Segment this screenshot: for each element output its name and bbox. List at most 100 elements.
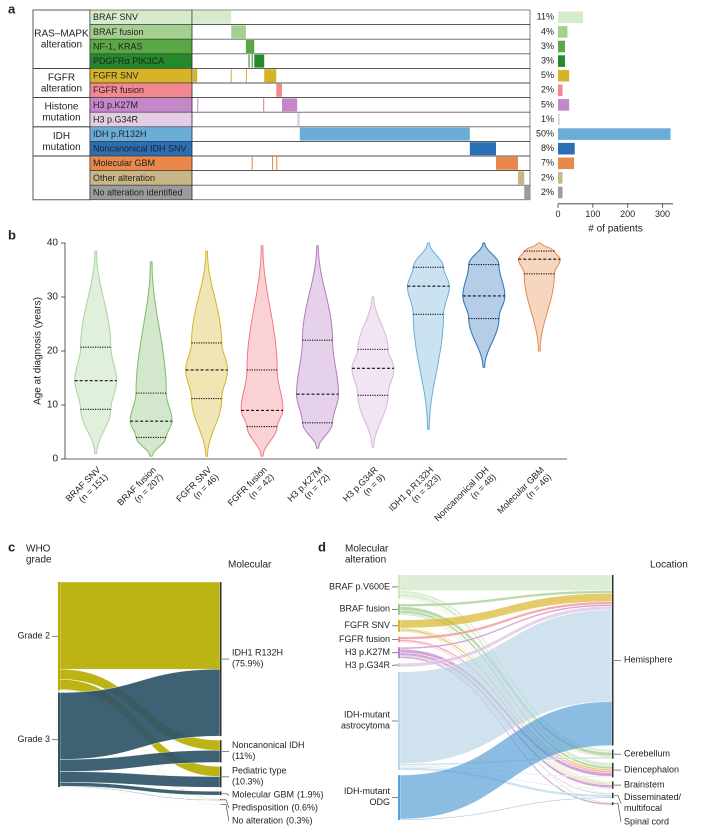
row-cell bbox=[191, 184, 531, 201]
alteration-segment bbox=[245, 40, 255, 53]
y-tick-label: 40 bbox=[47, 238, 59, 249]
y-tick-label: 30 bbox=[47, 292, 59, 303]
left-node-label: Grade 3 bbox=[17, 734, 50, 744]
left-node-label: Grade 2 bbox=[17, 631, 50, 641]
left-node-label: IDH-mutant ODG bbox=[344, 786, 391, 807]
right-node-label: Disseminated/multifocal bbox=[624, 792, 682, 813]
right-node bbox=[612, 781, 614, 789]
left-title-line: WHO bbox=[26, 543, 51, 554]
alteration-segment bbox=[264, 69, 277, 83]
alteration-segment bbox=[245, 69, 247, 83]
patient-bar bbox=[558, 113, 560, 126]
group-label-line: alteration bbox=[41, 83, 82, 94]
flow bbox=[59, 785, 221, 801]
left-node bbox=[398, 575, 400, 599]
flow bbox=[59, 782, 221, 796]
row-label: Molecular GBM bbox=[93, 158, 155, 168]
panel-letter: b bbox=[8, 227, 16, 242]
label-leader bbox=[222, 792, 230, 796]
alteration-segment bbox=[524, 186, 530, 199]
group-label-line: alteration bbox=[41, 39, 82, 50]
violin bbox=[351, 296, 395, 448]
patient-bar bbox=[558, 157, 575, 170]
row-label: Other alteration bbox=[93, 173, 155, 183]
alteration-segment bbox=[299, 127, 470, 141]
right-node bbox=[220, 740, 222, 763]
patient-bar bbox=[558, 99, 570, 111]
patient-bar bbox=[558, 84, 563, 97]
y-tick-label: 20 bbox=[47, 346, 59, 357]
group-label-line: IDH bbox=[53, 131, 70, 142]
alteration-segment bbox=[469, 142, 496, 156]
right-title: Molecular bbox=[228, 560, 272, 571]
patient-bar bbox=[558, 26, 568, 38]
flow bbox=[59, 771, 221, 788]
left-node-label: BRAF p.V600E bbox=[329, 581, 390, 591]
left-node bbox=[58, 692, 60, 787]
y-tick-label: 0 bbox=[52, 454, 58, 465]
alteration-segment bbox=[517, 171, 525, 185]
group-label: Histone mutation bbox=[42, 101, 80, 123]
row-label: Noncanonical IDH SNV bbox=[93, 144, 187, 154]
patient-bar bbox=[558, 186, 563, 199]
right-node-label: Cerebellum bbox=[624, 749, 670, 759]
right-node-label: Hemisphere bbox=[624, 655, 673, 665]
violin bbox=[295, 245, 340, 449]
alteration-segment bbox=[276, 156, 278, 170]
left-node-label: IDH-mutant astrocytoma bbox=[341, 710, 391, 731]
violin bbox=[74, 250, 118, 455]
right-node-value: (1.9%) bbox=[297, 790, 324, 800]
alteration-segment bbox=[263, 98, 265, 112]
row-cell bbox=[191, 82, 531, 98]
category-label: FGFR fusion(n = 42) bbox=[226, 465, 276, 515]
right-node bbox=[220, 799, 222, 801]
row-cell bbox=[191, 38, 531, 55]
percent-label: 5% bbox=[541, 99, 554, 109]
row-label: IDH p.R132H bbox=[93, 129, 147, 139]
row-cell bbox=[191, 9, 531, 25]
right-node-label: Pediatric type (10.3%) bbox=[232, 766, 287, 787]
percent-label: 3% bbox=[541, 55, 554, 65]
alteration-segment bbox=[254, 54, 265, 68]
left-title-line: Molecular bbox=[345, 543, 389, 554]
category-label: Molecular GBM(n = 46) bbox=[495, 465, 553, 523]
right-node bbox=[612, 762, 614, 778]
right-node-value: (10.3%) bbox=[232, 777, 264, 787]
patient-bar bbox=[558, 40, 565, 53]
left-node bbox=[398, 775, 400, 820]
flow bbox=[399, 701, 613, 820]
left-node bbox=[398, 671, 400, 771]
right-node bbox=[220, 791, 222, 796]
label-leader bbox=[222, 804, 230, 822]
row-cell bbox=[191, 170, 531, 186]
category-label: BRAF SNV(n = 151) bbox=[64, 465, 110, 511]
group-label-line: RAS–MAPK bbox=[34, 28, 89, 39]
left-node bbox=[398, 647, 400, 659]
right-node-value: (11%) bbox=[232, 751, 255, 761]
row-label: NF-1, KRAS bbox=[93, 41, 143, 51]
category-label: H3 p.K27M(n = 72) bbox=[286, 465, 332, 511]
group-label-line: Histone bbox=[45, 101, 79, 112]
percent-label: 1% bbox=[541, 114, 554, 124]
left-title: Molecular alteration bbox=[345, 543, 389, 565]
alteration-segment bbox=[251, 54, 253, 68]
right-title: Location bbox=[650, 560, 688, 571]
right-node-name: IDH1 R132H bbox=[232, 648, 283, 658]
violin bbox=[462, 242, 506, 368]
category-label: H3 p.G34R(n = 9) bbox=[341, 465, 387, 511]
violin bbox=[406, 242, 450, 430]
right-node-label: IDH1 R132H (75.9%) bbox=[232, 648, 283, 669]
right-node-name: No alteration bbox=[232, 816, 283, 826]
category-label: BRAF fusion(n = 207) bbox=[115, 465, 165, 515]
left-node bbox=[398, 619, 400, 632]
row-label: No alteration identified bbox=[93, 187, 183, 197]
patient-bar bbox=[558, 11, 584, 24]
row-label: H3 p.K27M bbox=[93, 100, 138, 110]
percent-label: 50% bbox=[536, 128, 554, 138]
left-node-label: H3 p.G34R bbox=[345, 660, 391, 670]
alteration-segment bbox=[230, 69, 232, 83]
right-node bbox=[612, 749, 614, 759]
group-label-line: mutation bbox=[42, 142, 80, 153]
left-node bbox=[398, 663, 400, 667]
percent-label: 3% bbox=[541, 41, 554, 51]
